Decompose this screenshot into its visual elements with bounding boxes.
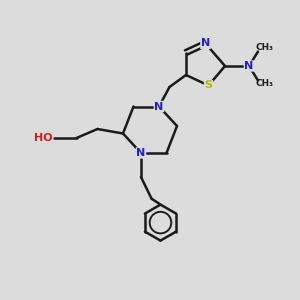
Text: N: N xyxy=(201,38,210,49)
Text: N: N xyxy=(136,148,146,158)
Text: N: N xyxy=(154,101,164,112)
Text: CH₃: CH₃ xyxy=(256,80,274,88)
Text: S: S xyxy=(205,80,212,91)
Text: CH₃: CH₃ xyxy=(256,44,274,52)
Text: N: N xyxy=(244,61,253,71)
Text: HO: HO xyxy=(34,133,52,143)
